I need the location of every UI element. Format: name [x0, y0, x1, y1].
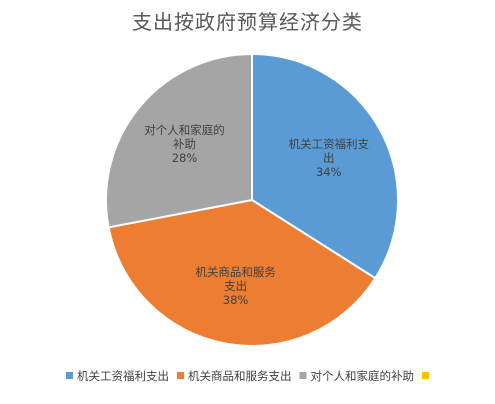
- legend: 机关工资福利支出 机关商品和服务支出 对个人和家庭的补助: [66, 369, 429, 383]
- slice-name-label: 对个人和家庭的: [144, 123, 225, 137]
- pie-slice-1: [107, 198, 377, 347]
- slice-value-label: 34%: [316, 165, 342, 179]
- slice-name-label: 机关商品和服务: [195, 265, 276, 279]
- legend-swatch-2: [299, 372, 307, 379]
- slice-name-label: 出: [323, 151, 335, 165]
- slice-name-label: 机关工资福利支: [289, 137, 370, 151]
- legend-swatch-0: [66, 372, 73, 379]
- pie-slice-2: [105, 52, 253, 229]
- legend-swatch-1: [177, 372, 184, 379]
- legend-label-2: 对个人和家庭的补助: [311, 369, 415, 383]
- legend-swatch-3: [422, 372, 429, 379]
- slice-name-label: 补助: [173, 137, 196, 151]
- slice-value-label: 28%: [172, 151, 198, 165]
- legend-label-1: 机关商品和服务支出: [188, 369, 292, 383]
- legend-label-0: 机关工资福利支出: [77, 369, 169, 383]
- slice-name-label: 支出: [224, 279, 247, 293]
- chart-title: 支出按政府预算经济分类: [132, 10, 363, 34]
- slice-value-label: 38%: [223, 293, 249, 307]
